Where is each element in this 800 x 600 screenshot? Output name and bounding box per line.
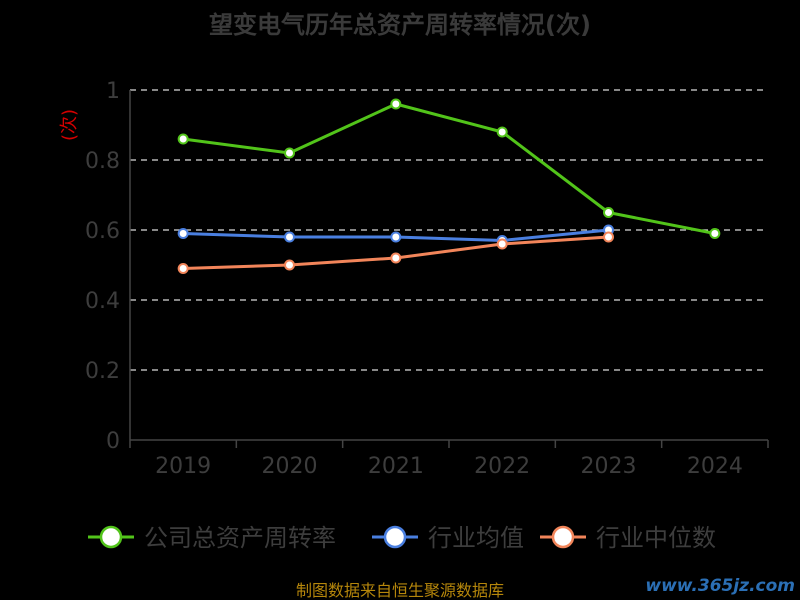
x-tick-label: 2021: [368, 454, 424, 479]
x-tick-label: 2023: [581, 454, 637, 479]
data-point[interactable]: [177, 228, 189, 239]
y-tick-label: 0.6: [85, 219, 120, 244]
legend-label: 公司总资产周转率: [144, 524, 336, 552]
data-point[interactable]: [496, 126, 508, 138]
data-point[interactable]: [603, 231, 614, 243]
x-tick-label: 2022: [474, 454, 530, 479]
x-tick-label: 2024: [687, 454, 743, 479]
series-lines: [177, 98, 721, 274]
data-point[interactable]: [390, 231, 402, 243]
legend-marker: [551, 525, 575, 549]
data-point[interactable]: [496, 238, 508, 250]
data-source-note: 制图数据来自恒生聚源数据库: [296, 581, 504, 600]
x-tick-label: 2020: [262, 454, 318, 479]
series: [177, 224, 614, 246]
y-tick-label: 1: [106, 79, 120, 104]
x-tick-label: 2019: [155, 454, 211, 479]
y-tick-labels: 0 0.2 0.4 0.6 0.8 1: [85, 79, 120, 454]
legend-item[interactable]: 公司总资产周转率: [88, 524, 336, 552]
x-tick-labels: 2019 2020 2021 2022 2023 2024: [155, 454, 743, 479]
series: [177, 231, 614, 274]
data-point[interactable]: [390, 98, 402, 110]
data-point[interactable]: [603, 207, 614, 218]
axes: [129, 90, 769, 448]
data-point[interactable]: [284, 147, 295, 159]
y-tick-label: 0.8: [85, 149, 120, 174]
data-point[interactable]: [390, 252, 402, 264]
data-point[interactable]: [709, 228, 721, 239]
series-line: [182, 102, 716, 235]
y-axis-unit: (次): [59, 109, 80, 141]
legend-marker: [383, 525, 407, 549]
watermark: www.365jz.com: [645, 576, 795, 596]
data-point[interactable]: [177, 263, 189, 274]
legend[interactable]: 公司总资产周转率 行业均值 行业中位数: [88, 524, 716, 552]
legend-item[interactable]: 行业均值: [372, 524, 524, 552]
legend-marker: [99, 525, 123, 549]
y-tick-label: 0.4: [85, 289, 120, 314]
legend-item[interactable]: 行业中位数: [540, 524, 716, 552]
data-point[interactable]: [284, 231, 295, 243]
series: [177, 98, 721, 239]
chart-title: 望变电气历年总资产周转率情况(次): [209, 11, 591, 39]
y-tick-label: 0.2: [85, 359, 120, 384]
data-point[interactable]: [284, 259, 295, 271]
data-point[interactable]: [177, 133, 189, 145]
grid-lines: [130, 89, 768, 371]
legend-label: 行业均值: [428, 524, 524, 552]
y-tick-label: 0: [106, 429, 120, 454]
legend-label: 行业中位数: [596, 524, 716, 552]
